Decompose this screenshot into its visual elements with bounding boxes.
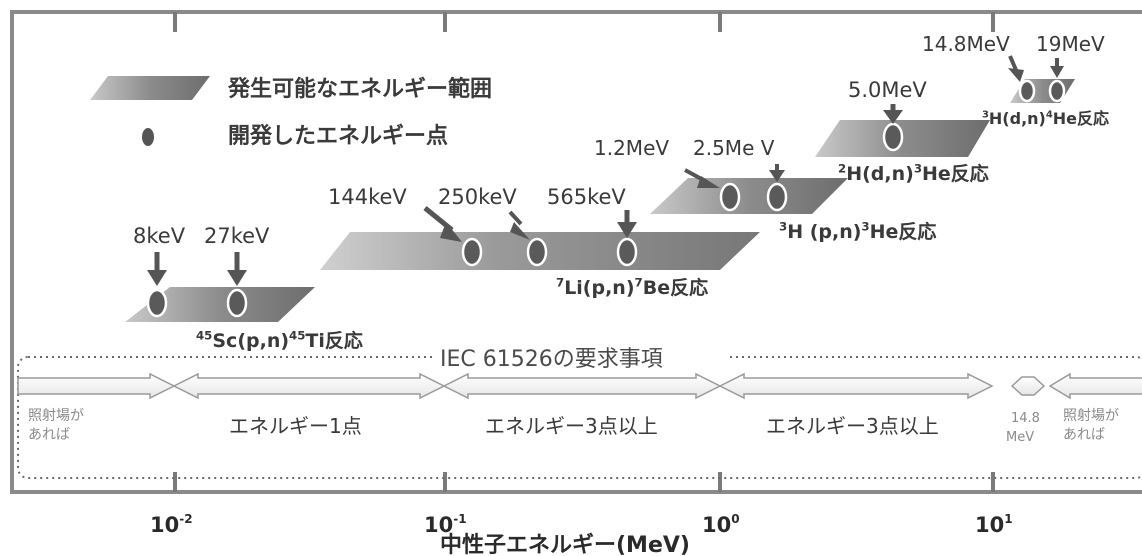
reaction-label-sc: 45Sc(p,n)45Ti反応 bbox=[196, 328, 363, 352]
energy-label-19mev: 19MeV bbox=[1036, 32, 1105, 56]
iec-seg3-label: エネルギー3点以上 bbox=[485, 414, 658, 438]
energy-label-2-5mev: 2.5Me V bbox=[693, 136, 775, 160]
point-marker-2-5mev bbox=[766, 182, 788, 212]
x-axis-tick-labels: 10-2 10-1 100 101 bbox=[150, 512, 1013, 537]
plot-frame bbox=[10, 10, 1142, 494]
x-axis-title: 中性子エネルギー(MeV) bbox=[440, 533, 690, 556]
x-tick-label-1e0: 100 bbox=[702, 512, 740, 537]
point-marker-1-2mev bbox=[719, 182, 741, 212]
iec-seg5-line2: MeV bbox=[1006, 430, 1034, 445]
iec-seg6-line2: あれば bbox=[1063, 427, 1105, 443]
iec-seg1-line1: 照射場が bbox=[28, 408, 84, 424]
iec-seg1-line2: あれば bbox=[28, 427, 70, 443]
energy-point-markers bbox=[146, 79, 1066, 318]
point-marker-250kev bbox=[526, 237, 548, 267]
top-axis-ticks bbox=[173, 12, 995, 32]
band-h-pn bbox=[650, 178, 848, 214]
point-marker-565kev bbox=[616, 237, 638, 267]
point-marker-8kev bbox=[146, 288, 168, 318]
iec-seg5-line1: 14.8 bbox=[1011, 411, 1040, 426]
reaction-label-h-pn: 3H (p,n)3He反応 bbox=[779, 219, 936, 243]
point-marker-27kev bbox=[226, 288, 248, 318]
iec-arrow-seg1 bbox=[17, 372, 176, 400]
iec-seg4-label: エネルギー3点以上 bbox=[766, 414, 939, 438]
point-marker-144kev bbox=[461, 237, 483, 267]
iec-arrow-seg5 bbox=[1010, 376, 1046, 396]
energy-label-565kev: 565keV bbox=[547, 185, 626, 209]
reaction-label-h-dn2: 2H(d,n)3He反応 bbox=[838, 161, 989, 185]
point-arrows bbox=[147, 55, 1064, 286]
energy-label-144kev: 144keV bbox=[328, 185, 407, 209]
iec-arrow-seg6 bbox=[1048, 372, 1142, 400]
legend-point-marker bbox=[142, 128, 154, 146]
energy-label-27kev: 27keV bbox=[204, 224, 270, 248]
iec-range-arrows bbox=[17, 372, 1142, 400]
reaction-label-h-dn3: 3H(d,n)4He反応 bbox=[982, 109, 1109, 128]
iec-seg2-label: エネルギー1点 bbox=[229, 414, 362, 438]
bottom-axis-ticks bbox=[173, 472, 995, 492]
iec-title-background bbox=[432, 343, 728, 373]
energy-label-5-0mev: 5.0MeV bbox=[848, 78, 927, 102]
iec-title: IEC 61526の要求事項 bbox=[440, 347, 663, 372]
band-sc bbox=[125, 287, 315, 322]
point-marker-14-8mev bbox=[1018, 79, 1036, 103]
reaction-label-li: 7Li(p,n)7Be反応 bbox=[556, 275, 708, 299]
iec-arrow-seg4 bbox=[718, 372, 994, 400]
energy-label-14-8mev: 14.8MeV bbox=[922, 32, 1010, 56]
x-tick-label-1e-1: 10-1 bbox=[424, 512, 467, 537]
iec-arrow-seg2 bbox=[172, 372, 446, 400]
energy-label-250kev: 250keV bbox=[438, 185, 517, 209]
x-tick-label-1e-2: 10-2 bbox=[150, 512, 193, 537]
legend-range-swatch bbox=[90, 76, 210, 100]
energy-label-8kev: 8keV bbox=[133, 224, 186, 248]
energy-label-1-2mev: 1.2MeV bbox=[594, 136, 669, 160]
legend-range-label: 発生可能なエネルギー範囲 bbox=[227, 76, 492, 102]
iec-seg6-line1: 照射場が bbox=[1063, 408, 1119, 424]
point-marker-5-0mev bbox=[882, 122, 904, 152]
legend-point-label: 開発したエネルギー点 bbox=[228, 123, 448, 149]
x-tick-label-1e1: 101 bbox=[975, 512, 1013, 537]
iec-arrow-seg3 bbox=[442, 372, 722, 400]
point-marker-19mev bbox=[1048, 79, 1066, 103]
